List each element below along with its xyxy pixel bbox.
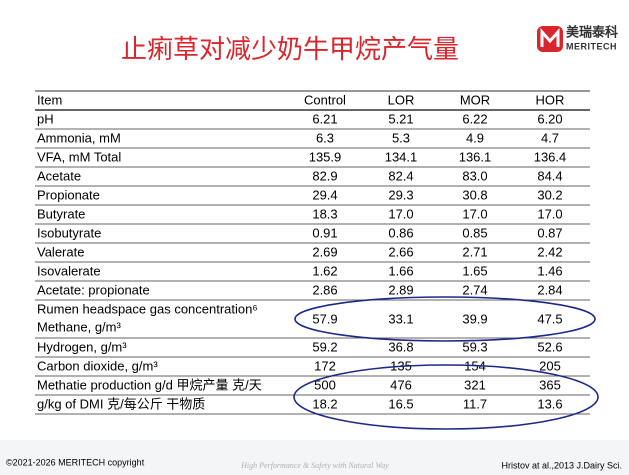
cell-value: 18.2 <box>312 396 337 411</box>
row-label: g/kg of DMI 克/每公斤 干物质 <box>37 396 205 411</box>
cell-value: 17.0 <box>388 206 413 221</box>
cell-value: 30.8 <box>462 187 487 202</box>
row-label: VFA, mM Total <box>37 149 121 164</box>
cell-value: 1.62 <box>312 263 337 278</box>
cell-value: 59.2 <box>312 339 337 354</box>
cell-value: 0.91 <box>312 225 337 240</box>
cell-value: 476 <box>390 377 412 392</box>
footer-band <box>0 440 629 475</box>
row-label: Isobutyrate <box>37 225 101 240</box>
cell-value: 57.9 <box>312 311 337 326</box>
cell-value: 2.86 <box>312 282 337 297</box>
row-label: Isovalerate <box>37 263 101 278</box>
column-header: MOR <box>460 92 490 107</box>
slide-title: 止痢草对减少奶牛甲烷产气量 <box>121 34 459 64</box>
slogan: High Performance & Safety with Natural W… <box>240 461 389 470</box>
cell-value: 29.4 <box>312 187 337 202</box>
cell-value: 2.71 <box>462 244 487 259</box>
cell-value: 84.4 <box>537 168 562 183</box>
row-label: Rumen headspace gas concentration⁶ <box>37 301 258 316</box>
cell-value: 59.3 <box>462 339 487 354</box>
row-label: Acetate <box>37 168 81 183</box>
column-header: HOR <box>536 92 565 107</box>
cell-value: 6.3 <box>316 130 334 145</box>
cell-value: 82.4 <box>388 168 413 183</box>
cell-value: 30.2 <box>537 187 562 202</box>
cell-value: 321 <box>464 377 486 392</box>
column-header: LOR <box>388 92 415 107</box>
cell-value: 134.1 <box>385 149 418 164</box>
cell-value: 2.84 <box>537 282 562 297</box>
cell-value: 13.6 <box>537 396 562 411</box>
logo: 美瑞泰科 MERITECH <box>537 24 618 52</box>
cell-value: 1.66 <box>388 263 413 278</box>
cell-value: 2.69 <box>312 244 337 259</box>
cell-value: 136.4 <box>534 149 567 164</box>
row-label: pH <box>37 111 54 126</box>
cell-value: 2.74 <box>462 282 487 297</box>
logo-mark <box>540 28 560 47</box>
cell-value: 4.9 <box>466 130 484 145</box>
copyright: ©2021-2026 MERITECH copyright <box>6 457 145 467</box>
row-label: Hydrogen, g/m³ <box>37 339 127 354</box>
cell-value: 52.6 <box>537 339 562 354</box>
cell-value: 5.3 <box>392 130 410 145</box>
cell-value: 2.42 <box>537 244 562 259</box>
citation: Hristov at al.,2013 J.Dairy Sci. <box>501 460 622 470</box>
row-label: Methane, g/m³ <box>37 319 121 334</box>
row-label: Propionate <box>37 187 100 202</box>
cell-value: 17.0 <box>462 206 487 221</box>
cell-value: 47.5 <box>537 311 562 326</box>
row-label: Methatie production g/d 甲烷产量 克/天 <box>37 377 262 392</box>
cell-value: 2.66 <box>388 244 413 259</box>
cell-value: 83.0 <box>462 168 487 183</box>
row-label: Acetate: propionate <box>37 282 150 297</box>
row-label: Valerate <box>37 244 84 259</box>
cell-value: 39.9 <box>462 311 487 326</box>
cell-value: 135.9 <box>309 149 342 164</box>
row-label: Carbon dioxide, g/m³ <box>37 358 158 373</box>
cell-value: 500 <box>314 377 336 392</box>
highlight-ellipse <box>294 296 596 342</box>
cell-value: 18.3 <box>312 206 337 221</box>
cell-value: 0.87 <box>537 225 562 240</box>
cell-value: 36.8 <box>388 339 413 354</box>
cell-value: 0.86 <box>388 225 413 240</box>
cell-value: 4.7 <box>541 130 559 145</box>
cell-value: 29.3 <box>388 187 413 202</box>
logo-english: MERITECH <box>566 41 617 51</box>
cell-value: 1.46 <box>537 263 562 278</box>
cell-value: 6.22 <box>462 111 487 126</box>
highlight-ellipse <box>293 364 599 430</box>
cell-value: 6.20 <box>537 111 562 126</box>
cell-value: 365 <box>539 377 561 392</box>
cell-value: 11.7 <box>463 396 487 411</box>
cell-value: 1.65 <box>462 263 487 278</box>
cell-value: 17.0 <box>537 206 562 221</box>
cell-value: 5.21 <box>388 111 413 126</box>
logo-chinese: 美瑞泰科 <box>566 24 618 39</box>
cell-value: 16.5 <box>388 396 413 411</box>
cell-value: 2.89 <box>388 282 413 297</box>
cell-value: 6.21 <box>312 111 337 126</box>
cell-value: 205 <box>539 358 561 373</box>
row-label: Ammonia, mM <box>37 130 121 145</box>
row-label: Butyrate <box>37 206 85 221</box>
column-header: Item <box>37 92 62 107</box>
cell-value: 82.9 <box>312 168 337 183</box>
cell-value: 0.85 <box>462 225 487 240</box>
cell-value: 172 <box>314 358 336 373</box>
cell-value: 33.1 <box>388 311 413 326</box>
cell-value: 136.1 <box>459 149 492 164</box>
column-header: Control <box>304 92 346 107</box>
